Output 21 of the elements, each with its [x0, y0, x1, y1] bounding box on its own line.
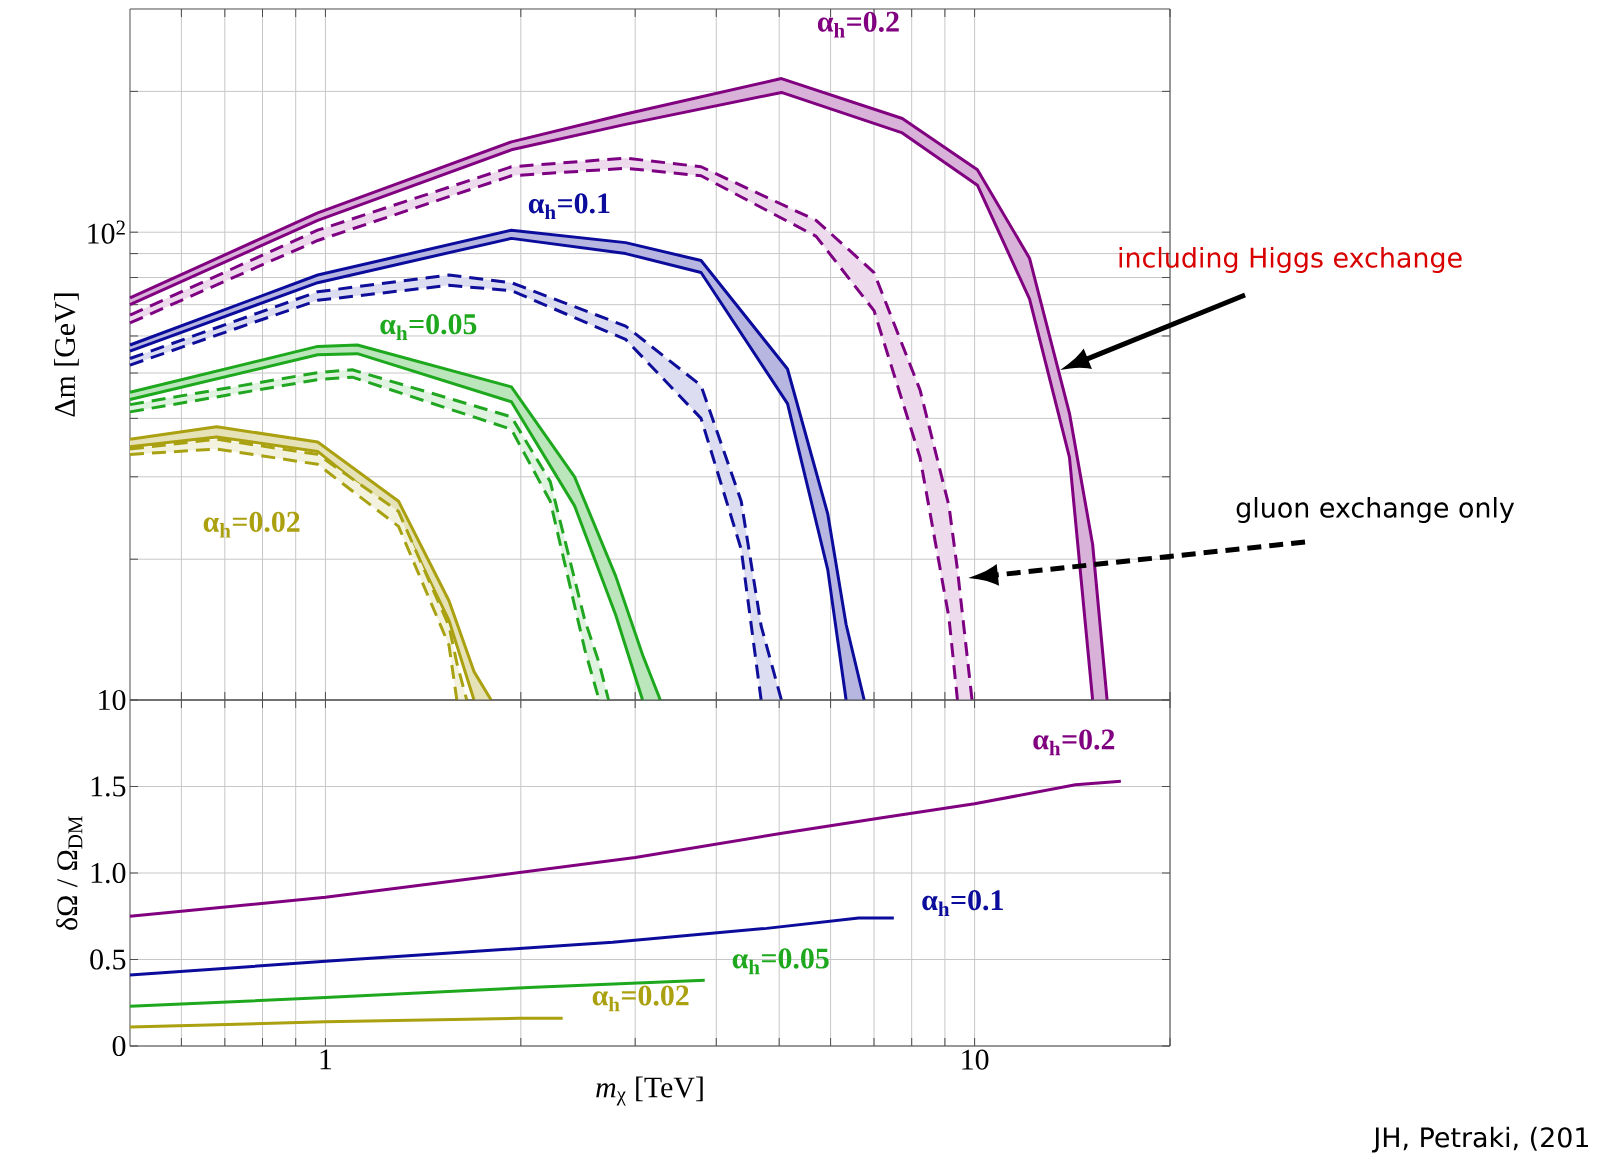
- y-tick-label: 10: [99, 689, 126, 711]
- y-axis-title: Δm [GeV]: [54, 293, 79, 417]
- y-tick-label: 1.5: [91, 776, 126, 797]
- text: α$_{h}$=0.1: [922, 890, 1003, 916]
- text: α$_{h}$=0.1: [528, 193, 610, 220]
- text: α$_{h}$=0.05: [380, 314, 477, 340]
- y-tick-label: 0: [112, 1035, 126, 1057]
- text: α$_{h}$=0.02: [203, 511, 300, 538]
- y-tick-label: 10$^{2}$: [88, 220, 125, 244]
- text: α$_{h}$=0.05: [732, 948, 829, 975]
- x-tick-label: 1: [320, 1049, 332, 1070]
- text: α$_{h}$=0.02: [592, 985, 689, 1012]
- text: JH, Petraki, (201: [1371, 1126, 1589, 1153]
- y-axis-title: δΩ / Ω$_{DM}$: [56, 816, 83, 930]
- y-tick-label: 1.0: [91, 862, 126, 884]
- text: gluon exchange only: [1236, 496, 1515, 524]
- text: α$_{h}$=0.2: [817, 11, 899, 38]
- annotation: including Higgs exchange: [1119, 246, 1462, 274]
- text: α$_{h}$=0.2: [1033, 729, 1115, 756]
- y-tick-label: 0.5: [90, 949, 126, 970]
- x-axis-title: m$_{χ}$ [TeV]: [596, 1076, 703, 1106]
